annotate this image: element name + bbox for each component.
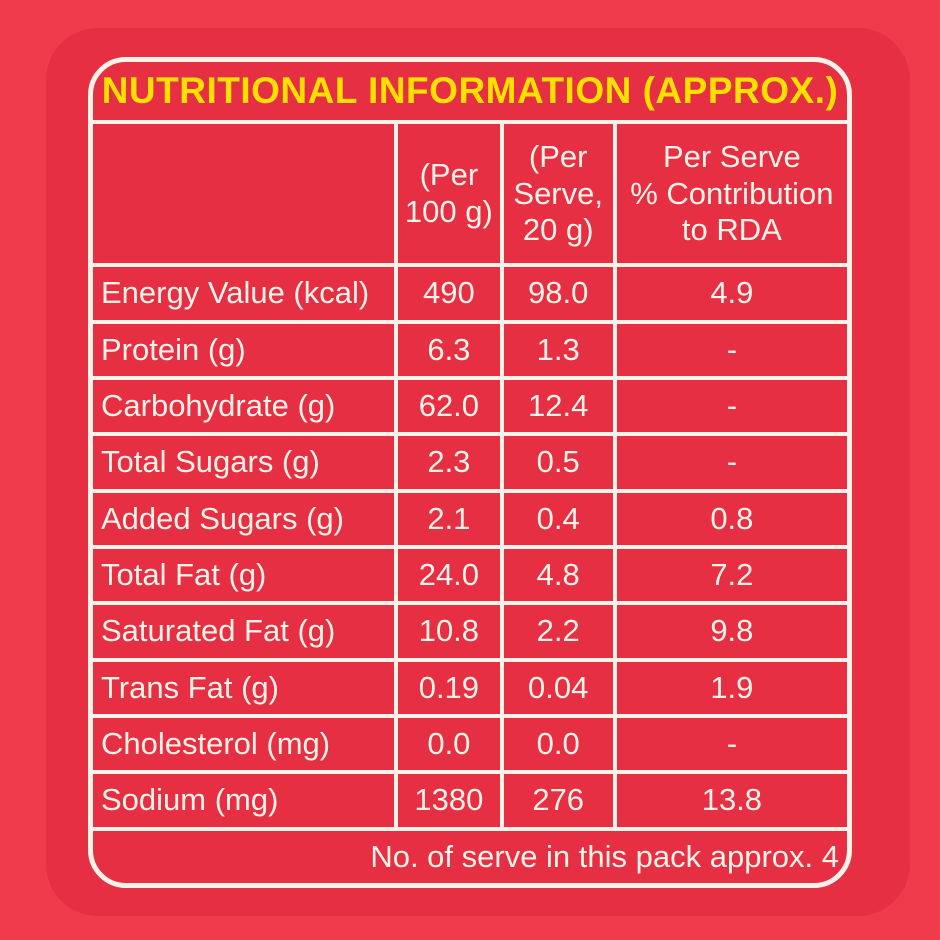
table-row-sodium: Sodium (mg) 1380 276 13.8 [93, 770, 847, 831]
value-rda-pct: - [612, 432, 847, 493]
value-per-serve: 0.04 [499, 657, 617, 718]
row-label: Total Fat (g) [93, 544, 399, 606]
value-rda-pct: 4.9 [612, 263, 847, 324]
table-row-added-sugars: Added Sugars (g) 2.1 0.4 0.8 [93, 488, 847, 549]
value-rda-pct: - [612, 713, 847, 775]
value-per-serve: 98.0 [499, 263, 617, 324]
value-per-serve: 4.8 [499, 544, 617, 606]
nutrition-table: NUTRITIONAL INFORMATION (APPROX.) (Per 1… [93, 62, 847, 883]
value-per-serve: 0.4 [499, 488, 617, 549]
value-rda-pct: 7.2 [612, 544, 847, 606]
value-per-100g: 10.8 [394, 601, 504, 662]
value-rda-pct: 0.8 [612, 488, 847, 549]
header-line: Per Serve [662, 138, 801, 174]
row-label: Cholesterol (mg) [93, 713, 399, 775]
column-header-rda: Per Serve % Contribution to RDA [612, 120, 847, 268]
value-rda-pct: - [612, 375, 847, 437]
table-title-row: NUTRITIONAL INFORMATION (APPROX.) [93, 62, 847, 125]
column-header-per-serve: (Per Serve, 20 g) [499, 120, 617, 268]
value-per-100g: 0.19 [394, 657, 504, 718]
table-row-carbohydrate: Carbohydrate (g) 62.0 12.4 - [93, 375, 847, 437]
value-per-serve: 1.3 [499, 319, 617, 380]
value-per-serve: 276 [499, 770, 617, 831]
value-per-100g: 6.3 [394, 319, 504, 380]
header-line: 100 g) [404, 193, 493, 229]
row-label: Added Sugars (g) [93, 488, 399, 549]
value-per-100g: 1380 [394, 770, 504, 831]
value-per-100g: 2.1 [394, 488, 504, 549]
column-header-blank [93, 120, 399, 268]
table-title: NUTRITIONAL INFORMATION (APPROX.) [93, 62, 847, 125]
value-rda-pct: - [612, 319, 847, 380]
value-per-serve: 0.0 [499, 713, 617, 775]
row-label: Trans Fat (g) [93, 657, 399, 718]
nutrition-table-frame: NUTRITIONAL INFORMATION (APPROX.) (Per 1… [88, 57, 852, 888]
header-line: to RDA [681, 212, 782, 248]
header-line: Serve, [513, 175, 603, 211]
value-per-100g: 24.0 [394, 544, 504, 606]
value-per-serve: 0.5 [499, 432, 617, 493]
table-row-trans-fat: Trans Fat (g) 0.19 0.04 1.9 [93, 657, 847, 718]
value-per-100g: 62.0 [394, 375, 504, 437]
table-footer-row: No. of serve in this pack approx. 4 [93, 826, 847, 883]
row-label: Saturated Fat (g) [93, 601, 399, 662]
header-line: (Per [528, 138, 588, 174]
value-per-serve: 12.4 [499, 375, 617, 437]
row-label: Protein (g) [93, 319, 399, 380]
table-row-cholesterol: Cholesterol (mg) 0.0 0.0 - [93, 713, 847, 775]
value-per-100g: 2.3 [394, 432, 504, 493]
header-line: % Contribution [630, 175, 834, 211]
column-header-per-100g: (Per 100 g) [394, 120, 504, 268]
table-row-saturated-fat: Saturated Fat (g) 10.8 2.2 9.8 [93, 601, 847, 662]
row-label: Energy Value (kcal) [93, 263, 399, 324]
value-rda-pct: 13.8 [612, 770, 847, 831]
value-rda-pct: 9.8 [612, 601, 847, 662]
table-row-energy: Energy Value (kcal) 490 98.0 4.9 [93, 263, 847, 324]
table-row-total-fat: Total Fat (g) 24.0 4.8 7.2 [93, 544, 847, 606]
row-label: Sodium (mg) [93, 770, 399, 831]
row-label: Carbohydrate (g) [93, 375, 399, 437]
serves-per-pack-note: No. of serve in this pack approx. 4 [93, 826, 847, 883]
row-label: Total Sugars (g) [93, 432, 399, 493]
value-per-100g: 490 [394, 263, 504, 324]
table-row-protein: Protein (g) 6.3 1.3 - [93, 319, 847, 380]
value-rda-pct: 1.9 [612, 657, 847, 718]
value-per-serve: 2.2 [499, 601, 617, 662]
header-line: 20 g) [522, 212, 594, 248]
column-header-row: (Per 100 g) (Per Serve, 20 g) Per Serve … [93, 120, 847, 268]
header-line: (Per [419, 157, 479, 193]
value-per-100g: 0.0 [394, 713, 504, 775]
table-row-total-sugars: Total Sugars (g) 2.3 0.5 - [93, 432, 847, 493]
